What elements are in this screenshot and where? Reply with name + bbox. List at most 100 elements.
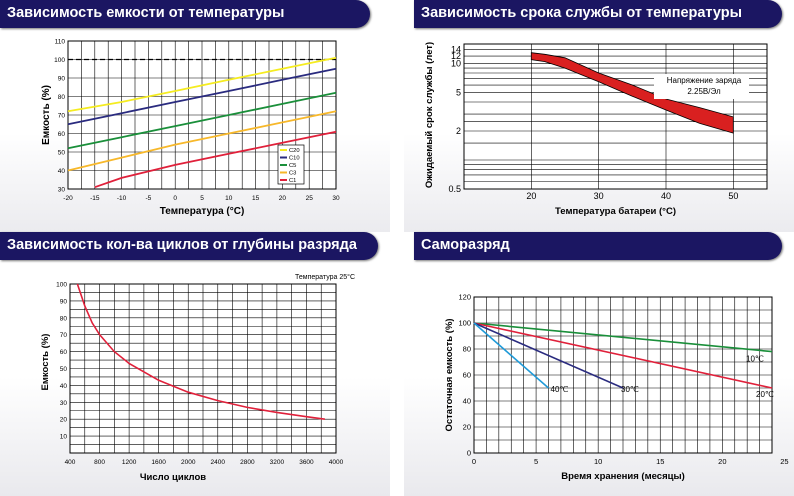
y-axis-label: Емкость (%) [41,85,52,145]
self-discharge-panel: Саморазряд 10℃ 20℃ 30℃ 40℃ 0 5 10 15 20 25 0 20 40 60… [404,232,794,496]
y-tick-label: 50 [60,366,68,373]
x-tick-label: 800 [94,459,105,466]
annotation-line-2: 2.25В/Эл [687,87,721,96]
x-tick-label: 20 [279,195,287,202]
series-line-c3 [67,110,337,172]
series-line [473,322,624,389]
series-line-c10 [67,67,337,126]
y-tick-label: 14 [451,45,461,55]
x-tick-label: 10 [594,457,602,466]
x-tick-label: 4000 [329,459,344,466]
y-tick-label: 12 [451,51,461,61]
series-label: 30℃ [621,385,639,394]
y-tick-label: 20 [60,417,68,424]
x-tick-label: 25 [780,457,788,466]
series-line [473,322,773,389]
y-tick-label: 90 [60,298,68,305]
x-axis-label: Число циклов [140,472,206,483]
x-tick-label: 400 [65,459,76,466]
x-tick-label: 1600 [151,459,166,466]
y-tick-label: 40 [463,397,471,406]
x-tick-label: -5 [146,195,152,202]
y-tick-label: 120 [458,293,471,302]
panel-title-banner: Зависимость срока службы от температуры [414,0,782,28]
y-tick-label: 100 [56,282,67,289]
y-tick-label: 10 [451,59,461,69]
y-axis-label: Остаточная емкость (%) [444,318,455,431]
y-tick-label: 2 [456,126,461,136]
y-tick-label: 60 [60,349,68,356]
annotation: Температура 25°C [295,273,355,281]
y-tick-label: 60 [463,371,471,380]
series-label: 20℃ [756,390,774,399]
series-line-c1 [94,130,337,189]
y-tick-label: 50 [58,150,66,157]
x-tick-label: 2400 [211,459,226,466]
y-tick-label: 0.5 [448,184,461,194]
x-tick-label: 5 [200,195,204,202]
series-line [473,322,773,353]
panel-title: Зависимость емкости от температуры [7,5,285,21]
x-tick-label: 10 [225,195,233,202]
y-tick-label: 80 [60,315,68,322]
x-tick-label: -15 [90,195,100,202]
y-tick-label: 40 [60,383,68,390]
service-life-chart: Напряжение заряда 2.25В/Эл 20 30 40 50 0.5 2 5 10… [424,42,768,217]
y-tick-label: 30 [60,400,68,407]
service-life-band [530,52,734,134]
y-tick-label: 30 [58,187,66,194]
y-tick-label: 0 [467,449,471,458]
x-tick-label: 25 [306,195,314,202]
y-tick-label: 100 [54,57,65,64]
legend-label: C5 [289,163,296,169]
annotation-background [654,74,749,99]
y-tick-label: 80 [58,94,66,101]
legend-label: C3 [289,171,296,177]
x-tick-label: 1200 [122,459,137,466]
panel-title: Зависимость кол-ва циклов от глубины раз… [7,237,357,253]
y-tick-label: 70 [58,113,66,120]
x-tick-label: 40 [661,191,671,201]
series-line-c20 [67,56,337,113]
cycles-depth-chart: 400 800 1200 1600 2000 2400 2800 3200 3600 4000 10… [40,273,355,483]
x-tick-label: -20 [63,195,73,202]
x-tick-label: 3600 [299,459,314,466]
series-line-c5 [67,91,337,150]
x-tick-label: -10 [117,195,127,202]
x-tick-label: 0 [173,195,177,202]
y-tick-label: 70 [60,332,68,339]
cycles-curve [76,283,326,420]
y-tick-label: 100 [458,319,471,328]
capacity-temperature-chart: -20 -15 -10 -5 0 5 10 15 20 25 30 30 40 50 60 70 80 90 100… [41,39,340,218]
legend-label: C20 [289,148,300,154]
y-tick-label: 5 [456,88,461,98]
x-axis-label: Температура батареи (°C) [555,206,676,217]
y-tick-label: 60 [58,131,66,138]
x-tick-label: 0 [472,457,476,466]
x-tick-label: 2000 [181,459,196,466]
series-label: 40℃ [551,385,569,394]
panel-title: Зависимость срока службы от температуры [421,5,743,21]
x-tick-label: 20 [526,191,536,201]
x-tick-label: 30 [332,195,340,202]
panel-title-banner: Зависимость емкости от температуры [0,0,370,28]
x-axis-label: Время хранения (месяцы) [561,471,684,482]
y-tick-label: 40 [58,168,66,175]
x-tick-label: 15 [656,457,664,466]
x-tick-label: 2800 [240,459,255,466]
y-tick-label: 20 [463,423,471,432]
x-tick-label: 15 [252,195,260,202]
legend-label: C10 [289,156,300,162]
legend-label: C1 [289,178,296,184]
y-tick-label: 110 [55,39,66,46]
x-tick-label: 3200 [270,459,285,466]
cycles-depth-panel: Зависимость кол-ва циклов от глубины раз… [0,232,390,496]
x-tick-label: 30 [594,191,604,201]
capacity-temperature-panel: Зависимость емкости от температуры -20 -1… [0,0,390,242]
y-axis-label: Емкость (%) [40,334,51,391]
y-tick-label: 10 [60,434,68,441]
x-axis-label: Температура (°C) [160,206,245,217]
series-label: 10℃ [746,355,764,364]
self-discharge-chart: 10℃ 20℃ 30℃ 40℃ 0 5 10 15 20 25 0 20 40 60 80 100 120 Вре… [444,293,789,483]
annotation-line-1: Напряжение заряда [667,76,742,85]
